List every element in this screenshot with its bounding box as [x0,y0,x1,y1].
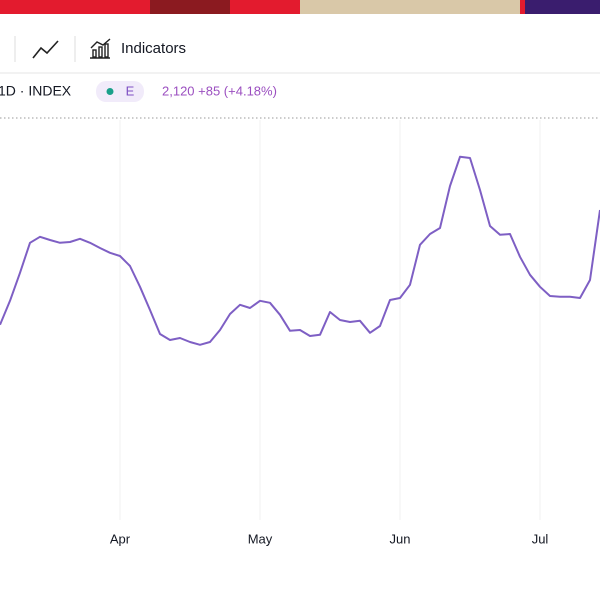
x-tick-label: Jul [532,531,549,546]
banner-image [300,0,520,14]
symbol: 1D · INDEX [0,83,72,99]
line-chart-icon[interactable] [32,40,59,59]
price-line [0,155,600,346]
plot: Apr May Jun Jul [0,120,600,546]
x-tick-label: May [248,531,273,546]
indicators-button[interactable]: Indicators [121,40,186,57]
quote: 2,120 +85 (+4.18%) [162,83,277,98]
banner-image [150,0,230,14]
badge-bg [96,81,144,102]
x-tick-label: Apr [110,531,131,546]
banner-image [525,0,600,14]
status-dot [106,88,114,95]
x-tick-label: Jun [390,531,411,546]
badge: E [126,83,135,98]
indicators-icon[interactable] [90,38,111,59]
